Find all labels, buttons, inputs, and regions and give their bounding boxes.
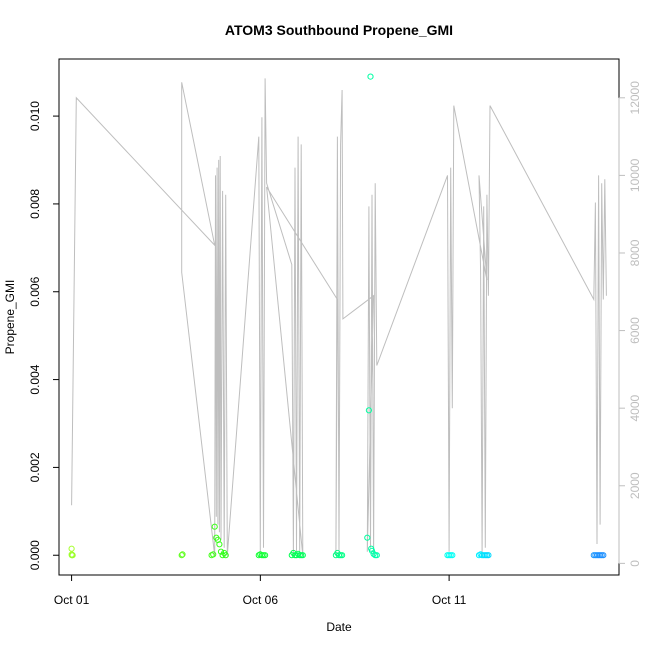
y2-tick-label: 12000: [628, 81, 642, 115]
data-point: [179, 551, 186, 558]
x-tick-label: Oct 06: [243, 593, 279, 607]
y-tick-label: 0.008: [28, 189, 42, 219]
data-point: [299, 552, 306, 559]
x-axis: Oct 01 Oct 06 Oct 11: [54, 574, 467, 607]
x-tick-label: Oct 11: [432, 593, 467, 607]
data-point: [178, 552, 185, 559]
data-point: [262, 552, 269, 559]
y2-axis: 0 2000 4000 6000 8000 10000 12000: [618, 81, 642, 567]
y2-tick-label: 4000: [628, 395, 642, 422]
data-point: [485, 552, 492, 559]
data-point: [368, 547, 376, 554]
y2-tick-label: 2000: [628, 472, 642, 499]
data-point: [600, 552, 607, 559]
y-tick-label: 0.006: [28, 276, 42, 306]
data-point: [68, 545, 75, 552]
y-axis: 0.000 0.002 0.004 0.006 0.008 0.010: [28, 101, 60, 570]
y2-tick-label: 8000: [628, 239, 642, 266]
data-point: [217, 548, 225, 555]
data-point: [373, 552, 380, 559]
data-point: [364, 534, 371, 541]
points-layer: [68, 73, 607, 559]
data-point: [216, 541, 223, 548]
data-point: [210, 551, 217, 558]
data-point: [449, 552, 456, 559]
data-point: [365, 407, 372, 414]
chart-title: ATOM3 Southbound Propene_GMI: [225, 22, 453, 38]
y-tick-label: 0.002: [28, 452, 42, 482]
data-point: [370, 550, 377, 558]
x-tick-label: Oct 01: [54, 593, 90, 607]
y2-tick-label: 0: [628, 560, 642, 567]
y-tick-label: 0.010: [28, 101, 42, 131]
y-tick-label: 0.000: [28, 540, 42, 570]
data-point: [367, 73, 374, 80]
y2-tick-label: 6000: [628, 317, 642, 344]
y2-tick-label: 10000: [628, 158, 642, 192]
x-axis-label: Date: [326, 620, 352, 634]
data-point: [339, 552, 346, 559]
data-point: [69, 552, 76, 559]
y-tick-label: 0.004: [28, 364, 42, 394]
y-axis-label: Propene_GMI: [3, 280, 17, 355]
altitude-line: [71, 78, 607, 556]
altitude-line-layer: [71, 78, 607, 556]
data-point: [222, 552, 229, 559]
data-point: [211, 523, 218, 530]
